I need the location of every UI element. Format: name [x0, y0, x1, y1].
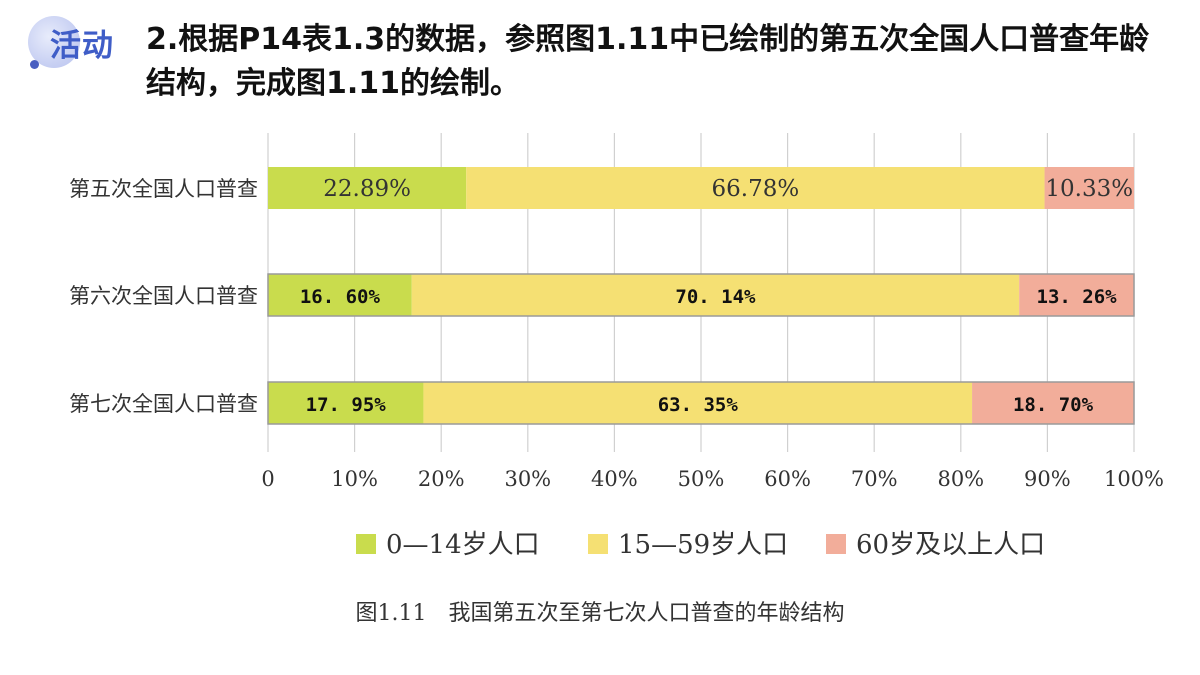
x-tick-label: 70%	[851, 467, 898, 491]
x-tick-label: 0	[261, 467, 274, 491]
x-tick-label: 80%	[937, 467, 984, 491]
bar-segment	[268, 274, 412, 316]
legend-label: 60岁及以上人口	[856, 530, 1045, 560]
bar-segment	[423, 382, 973, 424]
activity-label: 活动	[50, 28, 114, 64]
data-label: 13. 26%	[1037, 286, 1118, 308]
bar-segment	[1044, 167, 1134, 209]
data-label: 16. 60%	[300, 286, 381, 308]
data-label: 17. 95%	[306, 394, 387, 416]
x-tick-label: 60%	[764, 467, 811, 491]
data-label: 66.78%	[712, 176, 800, 202]
bar-segment	[268, 167, 467, 209]
badge-dot-decoration	[30, 60, 39, 69]
caption-number: 图1.11	[355, 601, 427, 626]
x-tick-label: 20%	[418, 467, 465, 491]
x-tick-label: 100%	[1104, 467, 1164, 491]
legend-label: 15—59岁人口	[618, 530, 788, 560]
figure-caption: 图1.11 我国第五次至第七次人口普查的年龄结构	[0, 595, 1200, 627]
bar-segment	[466, 167, 1045, 209]
badge-circle-decoration	[28, 16, 80, 68]
x-tick-label: 50%	[678, 467, 725, 491]
x-tick-label: 30%	[504, 467, 551, 491]
legend-label: 0—14岁人口	[386, 530, 540, 560]
category-label: 第五次全国人口普查	[69, 177, 258, 201]
caption-title: 我国第五次至第七次人口普查的年龄结构	[448, 601, 845, 626]
category-label: 第七次全国人口普查	[69, 392, 258, 416]
stacked-bar-chart: 0 10% 20% 30% 40% 50% 60% 70% 80% 90% 100% 第五次全国人口普…	[69, 133, 1164, 560]
data-label: 70. 14%	[675, 286, 756, 308]
x-tick-label: 90%	[1024, 467, 1071, 491]
data-label: 22.89%	[323, 176, 411, 202]
legend-swatch	[356, 534, 376, 554]
bar-segment	[972, 382, 1134, 424]
data-label: 63. 35%	[658, 394, 739, 416]
activity-badge: 活动	[22, 14, 142, 70]
bar-outline	[267, 381, 1135, 425]
data-label: 10.33%	[1045, 176, 1133, 202]
instruction-text: 2.根据P14表1.3的数据，参照图1.11中已绘制的第五次全国人口普查年龄结构…	[146, 22, 1150, 101]
bar-segment	[1019, 274, 1134, 316]
data-label: 18. 70%	[1013, 394, 1094, 416]
x-tick-label: 10%	[331, 467, 378, 491]
x-tick-label: 40%	[591, 467, 638, 491]
bar-segment	[411, 274, 1020, 316]
legend-swatch	[826, 534, 846, 554]
category-label: 第六次全国人口普查	[69, 284, 258, 308]
bar-outline	[267, 273, 1135, 317]
bar-segment	[268, 382, 424, 424]
legend-swatch	[588, 534, 608, 554]
